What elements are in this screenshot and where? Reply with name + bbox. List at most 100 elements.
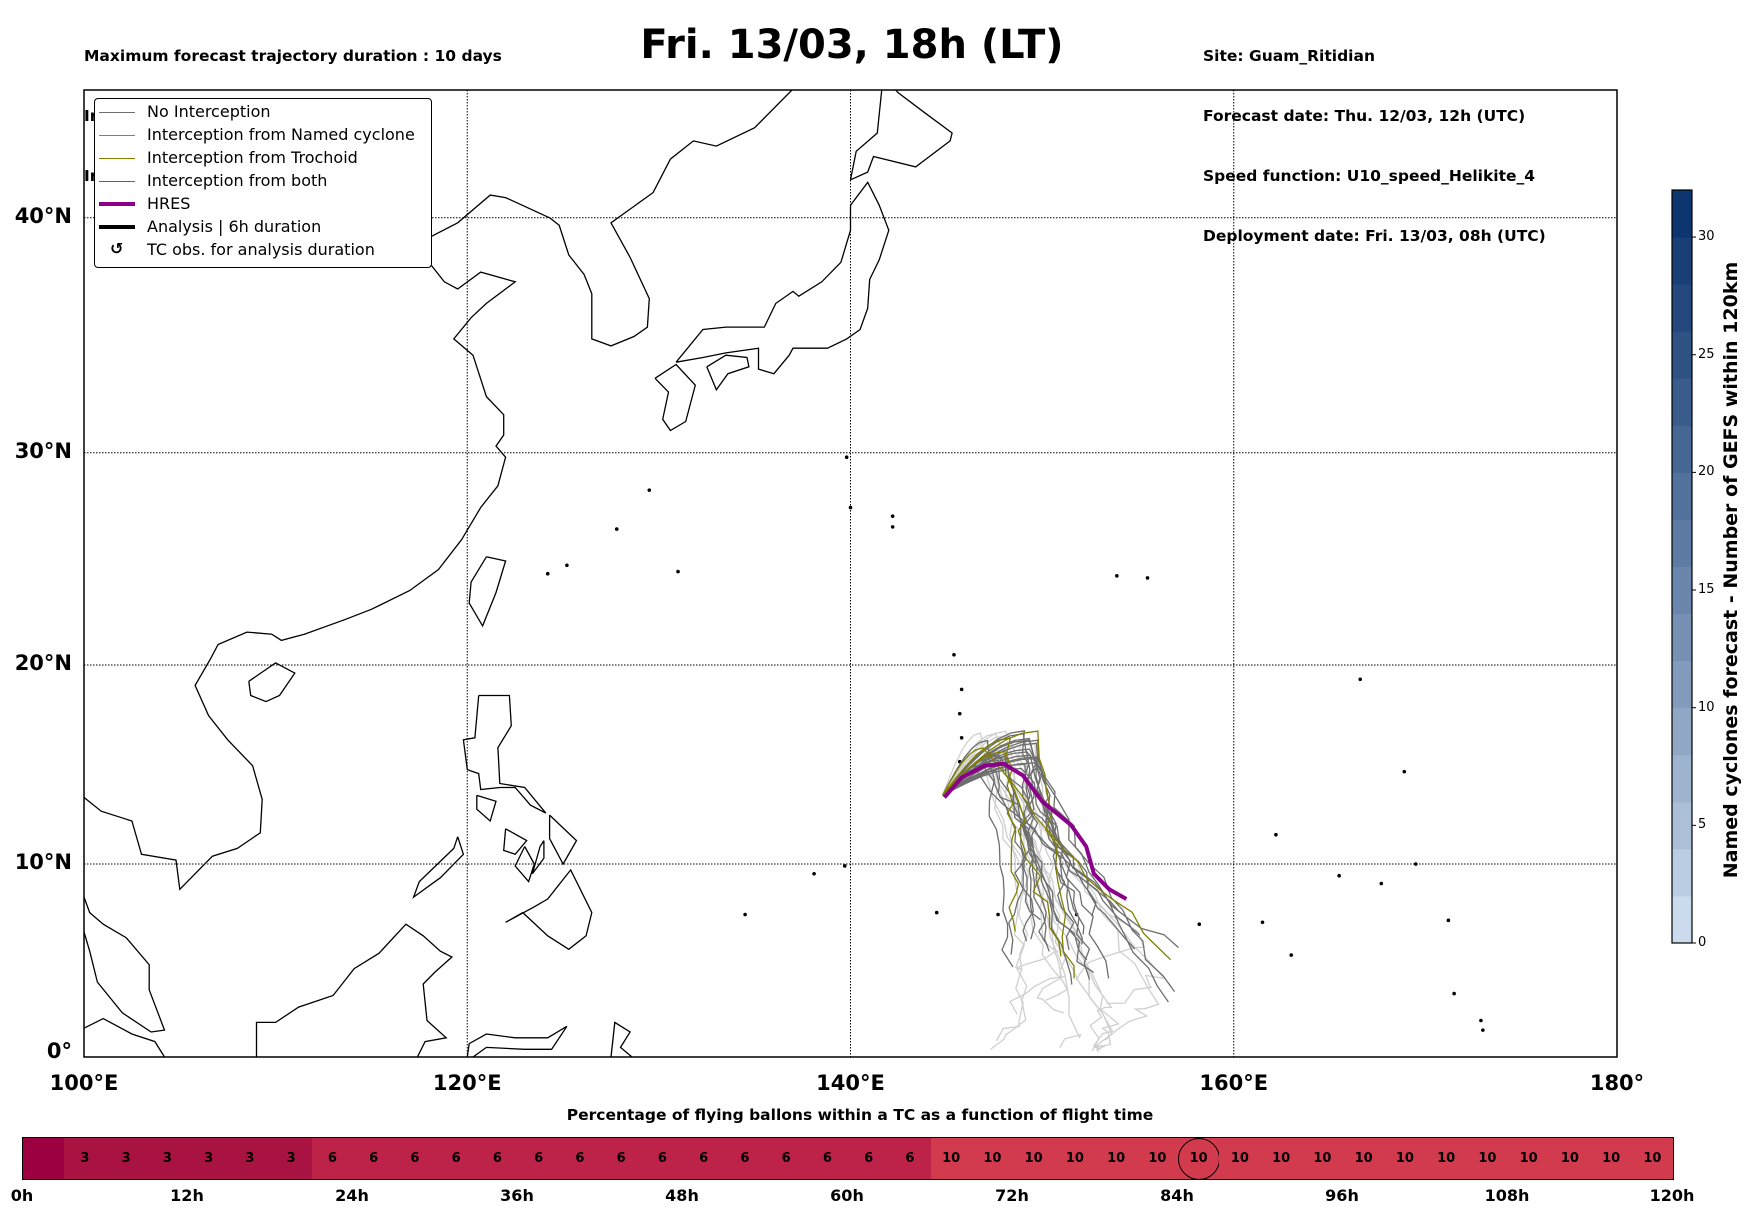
flight-time-cell: 10 [1631, 1138, 1673, 1179]
trajectory-no-interception [942, 762, 1085, 935]
longitude-tick-label: 180° [1589, 1071, 1645, 1095]
coastline [412, 836, 465, 899]
trajectory-no-interception [941, 739, 1014, 968]
hour-tick-label: 72h [995, 1186, 1029, 1205]
flight-time-cell: 10 [1136, 1138, 1178, 1179]
flight-time-cell: 3 [105, 1138, 147, 1179]
coastline [549, 90, 793, 347]
trajectory-no-interception [942, 751, 1048, 946]
coastline [706, 354, 750, 392]
flight-time-cell: 6 [765, 1138, 807, 1179]
legend-label: Analysis | 6h duration [147, 217, 322, 236]
colorbar-tick-label: 20 [1698, 464, 1715, 480]
legend-label: No Interception [147, 102, 271, 121]
site-text: Site: Guam_Ritidian [1203, 47, 1375, 65]
legend-label: TC obs. for analysis duration [147, 240, 375, 259]
legend-analysis: Analysis | 6h duration [95, 216, 431, 240]
flight-time-cell: 10 [1301, 1138, 1343, 1179]
coastline [476, 794, 497, 823]
flight-time-cell: 10 [930, 1138, 972, 1179]
island [996, 912, 1000, 917]
colorbar-tick-label: 10 [1698, 699, 1715, 715]
colorbar-bin [1672, 284, 1692, 332]
flight-time-cell [23, 1138, 65, 1179]
island [959, 687, 964, 692]
island [1260, 920, 1265, 925]
flight-time-cell: 6 [311, 1138, 353, 1179]
island [1358, 677, 1363, 682]
colorbar-bin [1672, 660, 1692, 709]
flight-time-cell: 3 [229, 1138, 271, 1179]
flight-time-cell: 10 [1177, 1137, 1220, 1180]
map-frame [83, 89, 1618, 1058]
flight-time-cell: 10 [1095, 1138, 1137, 1179]
hour-tick-label: 12h [170, 1186, 204, 1205]
island [959, 735, 964, 740]
island [1145, 576, 1150, 580]
coastline [505, 868, 593, 951]
trajectory-late-segment [942, 772, 1113, 1053]
flight-time-cell: 10 [1219, 1138, 1261, 1179]
trajectory-late-segment [941, 748, 1114, 1051]
colorbar-tick-label: 15 [1698, 582, 1715, 598]
island [647, 488, 652, 492]
colorbar-bin [1672, 707, 1692, 756]
highlight-circle [1177, 1137, 1220, 1180]
flight-time-cell: 6 [435, 1138, 477, 1179]
flight-time-cell: 3 [270, 1138, 312, 1179]
colorbar-bin [1672, 566, 1692, 615]
longitude-tick-label: 120°E [432, 1071, 502, 1095]
trajectory-no-interception [942, 759, 1095, 973]
coastline [468, 556, 507, 628]
coastline [548, 814, 578, 866]
latitude-tick-label: 30°N [14, 438, 72, 463]
trajectory-trochoid-interception [941, 737, 1020, 932]
hour-tick-label: 108h [1484, 1186, 1530, 1205]
coastline [462, 694, 547, 814]
colorbar-bin [1672, 425, 1692, 473]
flight-time-cell: 10 [1425, 1138, 1467, 1179]
island [934, 910, 939, 915]
colorbar-bin [1672, 754, 1692, 803]
colorbar-label: Named cyclones forecast - Number of GEFS… [1720, 261, 1742, 879]
colorbar-bin [1672, 237, 1692, 285]
latitude-tick-label: 40°N [14, 203, 72, 228]
island [848, 505, 853, 510]
flight-time-cell: 6 [353, 1138, 395, 1179]
flight-time-cell: 6 [600, 1138, 642, 1179]
hres-trajectory [942, 761, 1128, 901]
olive-line-icon [99, 158, 135, 159]
flight-time-cell: 6 [394, 1138, 436, 1179]
island [743, 912, 747, 917]
island [1413, 862, 1418, 866]
forecast-date-text: Forecast date: Thu. 12/03, 12h (UTC) [1203, 107, 1526, 125]
flight-time-cell: 10 [1054, 1138, 1096, 1179]
island [614, 527, 619, 531]
flight-time-cell: 3 [146, 1138, 188, 1179]
latitude-tick-label: 20°N [14, 650, 72, 675]
colorbar-bin [1672, 519, 1692, 567]
legend-no-interception: No Interception [95, 101, 431, 125]
coastline [84, 896, 166, 1033]
island [1402, 769, 1407, 774]
flight-time-cell: 10 [1260, 1138, 1302, 1179]
island [1197, 922, 1202, 927]
orange-line-icon [99, 135, 135, 136]
island [1452, 991, 1456, 996]
legend-both: Interception from both [95, 170, 431, 194]
flight-time-cell: 6 [848, 1138, 890, 1179]
hour-tick-label: 0h [10, 1186, 34, 1205]
flight-time-cell: 10 [1384, 1138, 1426, 1179]
longitude-tick-label: 160°E [1199, 1071, 1269, 1095]
flight-time-cell: 10 [1466, 1138, 1508, 1179]
longitude-tick-label: 100°E [49, 1071, 119, 1095]
trajectory-late-segment [941, 730, 1160, 1041]
island [1115, 574, 1119, 578]
colorbar-tick-label: 30 [1698, 229, 1715, 245]
purple-line-icon [99, 202, 135, 206]
flight-time-cell: 10 [971, 1138, 1013, 1179]
coastline [84, 1017, 166, 1057]
trajectory-trochoid-interception [942, 750, 1062, 957]
legend-hres: HRES [95, 193, 431, 217]
flight-time-title: Percentage of flying ballons within a TC… [566, 1106, 1154, 1124]
